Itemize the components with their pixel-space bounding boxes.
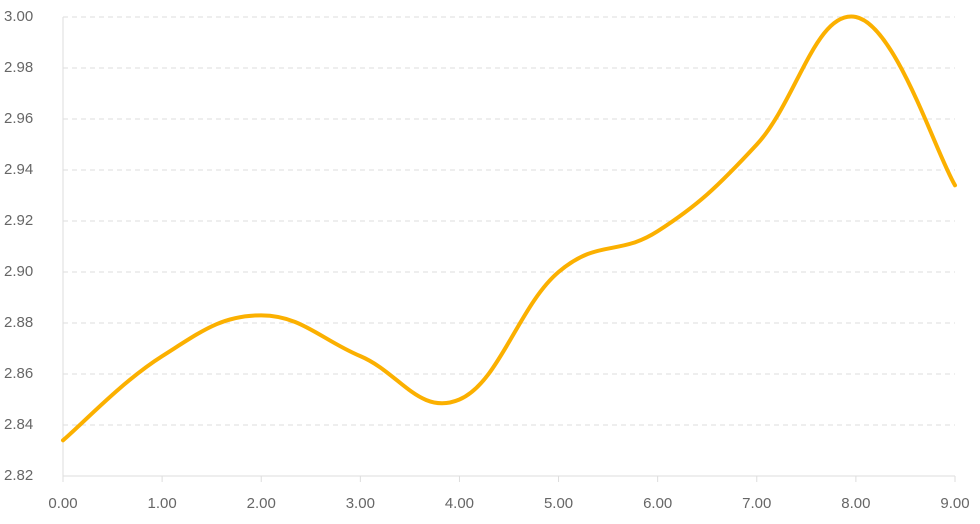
y-tick-label: 2.86 <box>4 365 33 382</box>
x-tick-label: 4.00 <box>445 495 474 512</box>
x-tick-label: 8.00 <box>841 495 870 512</box>
y-tick-label: 2.96 <box>4 110 33 127</box>
x-tick-label: 2.00 <box>247 495 276 512</box>
x-tick-label: 9.00 <box>940 495 969 512</box>
y-tick-label: 2.84 <box>4 416 33 433</box>
y-tick-label: 2.90 <box>4 263 33 280</box>
y-tick-label: 2.94 <box>4 161 33 178</box>
y-tick-label: 2.98 <box>4 59 33 76</box>
y-tick-label: 3.00 <box>4 8 33 25</box>
x-tick-label: 0.00 <box>48 495 77 512</box>
x-tick-label: 3.00 <box>346 495 375 512</box>
y-tick-label: 2.82 <box>4 467 33 484</box>
x-tick-label: 6.00 <box>643 495 672 512</box>
x-tick-label: 1.00 <box>148 495 177 512</box>
x-tick-label: 7.00 <box>742 495 771 512</box>
x-tick-label: 5.00 <box>544 495 573 512</box>
line <box>61 14 957 443</box>
y-tick-label: 2.88 <box>4 314 33 331</box>
y-tick-label: 2.92 <box>4 212 33 229</box>
